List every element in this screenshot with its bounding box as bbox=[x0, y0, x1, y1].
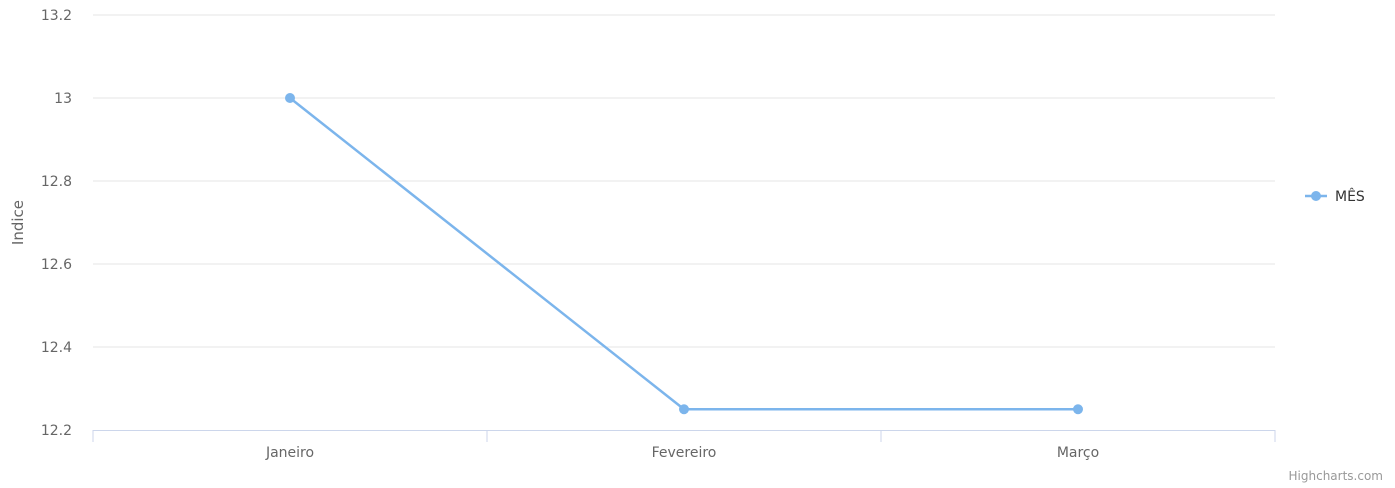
y-tick-label: 13 bbox=[54, 91, 72, 107]
x-tick-label: Janeiro bbox=[265, 445, 314, 461]
x-tick-label: Fevereiro bbox=[652, 445, 717, 461]
x-tick-label: Março bbox=[1057, 445, 1099, 461]
y-tick-label: 12.2 bbox=[41, 423, 72, 439]
x-axis bbox=[92, 430, 1276, 442]
y-axis-title: Indice bbox=[9, 200, 27, 245]
series-mes[interactable] bbox=[285, 93, 1083, 415]
y-tick-label: 12.8 bbox=[41, 174, 72, 190]
y-axis-tick-labels: 13.2 13 12.8 12.6 12.4 12.2 bbox=[41, 8, 72, 439]
legend[interactable]: MÊS bbox=[1305, 187, 1365, 205]
grid-lines bbox=[93, 14, 1275, 348]
legend-series-marker bbox=[1311, 191, 1321, 201]
y-tick-label: 12.6 bbox=[41, 257, 72, 273]
data-point-marker[interactable] bbox=[1073, 404, 1083, 415]
data-point-marker[interactable] bbox=[679, 404, 689, 415]
y-tick-label: 12.4 bbox=[41, 340, 72, 356]
legend-series-label[interactable]: MÊS bbox=[1335, 187, 1365, 205]
credits-link[interactable]: Highcharts.com bbox=[1289, 469, 1383, 483]
y-tick-label: 13.2 bbox=[41, 8, 72, 24]
x-axis-tick-labels: Janeiro Fevereiro Março bbox=[265, 445, 1099, 461]
series-line[interactable] bbox=[288, 96, 1080, 411]
data-point-marker[interactable] bbox=[285, 93, 295, 103]
